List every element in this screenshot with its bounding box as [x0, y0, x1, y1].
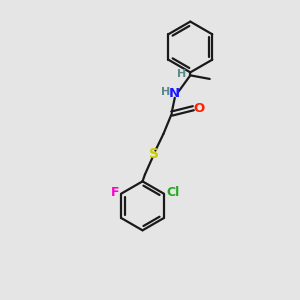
Text: Cl: Cl — [166, 186, 179, 199]
Text: N: N — [169, 87, 180, 100]
Text: S: S — [149, 147, 159, 161]
Text: H: H — [161, 87, 170, 97]
Text: F: F — [110, 186, 119, 199]
Text: H: H — [177, 69, 187, 79]
Text: O: O — [193, 102, 204, 115]
